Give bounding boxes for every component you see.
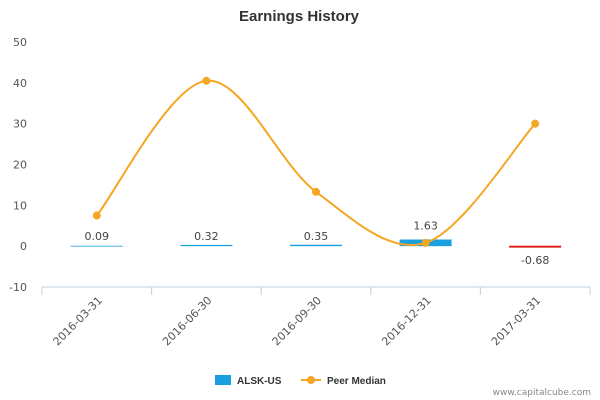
bar[interactable] — [290, 244, 342, 247]
peer-median-point[interactable] — [202, 76, 211, 85]
bar[interactable] — [180, 244, 233, 247]
peer-median-line — [96, 79, 536, 246]
legend[interactable]: ALSK-US Peer Median — [215, 375, 386, 387]
y-tick-label: -10 — [9, 281, 27, 294]
y-tick-label: 50 — [13, 36, 27, 49]
bar[interactable] — [509, 245, 562, 248]
y-tick-label: 0 — [20, 240, 27, 253]
data-label: -0.68 — [521, 254, 549, 267]
data-label: 0.09 — [85, 230, 110, 243]
data-labels: 0.09 0.32 0.35 1.63 -0.68 — [85, 220, 550, 268]
y-tick-label: 10 — [13, 199, 27, 212]
data-label: 0.35 — [304, 230, 329, 243]
data-label: 0.32 — [194, 230, 219, 243]
peer-median-point[interactable] — [421, 238, 430, 247]
legend-label-alsk: ALSK-US — [237, 376, 282, 387]
x-tick-label: 2016-03-31 — [51, 294, 105, 348]
peer-median-point[interactable] — [531, 119, 540, 128]
data-label: 1.63 — [413, 220, 438, 233]
x-tick-label: 2016-12-31 — [379, 294, 433, 348]
y-tick-label: 40 — [13, 77, 27, 90]
legend-swatch-alsk — [215, 375, 231, 385]
y-axis: 50 40 30 20 10 0 -10 — [9, 36, 27, 294]
legend-label-peer: Peer Median — [327, 376, 386, 387]
credit-text: www.capitalcube.com — [493, 388, 591, 398]
peer-median-point[interactable] — [92, 211, 101, 220]
x-tick-label: 2016-09-30 — [270, 294, 324, 348]
y-tick-label: 20 — [13, 159, 27, 172]
x-tick-label: 2016-06-30 — [160, 294, 214, 348]
legend-swatch-peer-marker — [307, 376, 315, 384]
x-axis: 2016-03-31 2016-06-30 2016-09-30 2016-12-31… — [41, 286, 591, 348]
bar[interactable] — [70, 245, 123, 247]
chart-title: Earnings History — [239, 8, 360, 25]
peer-median-point[interactable] — [312, 187, 320, 196]
line-series — [92, 76, 540, 247]
x-tick-label: 2017-03-31 — [489, 294, 543, 348]
y-tick-label: 30 — [13, 118, 27, 131]
